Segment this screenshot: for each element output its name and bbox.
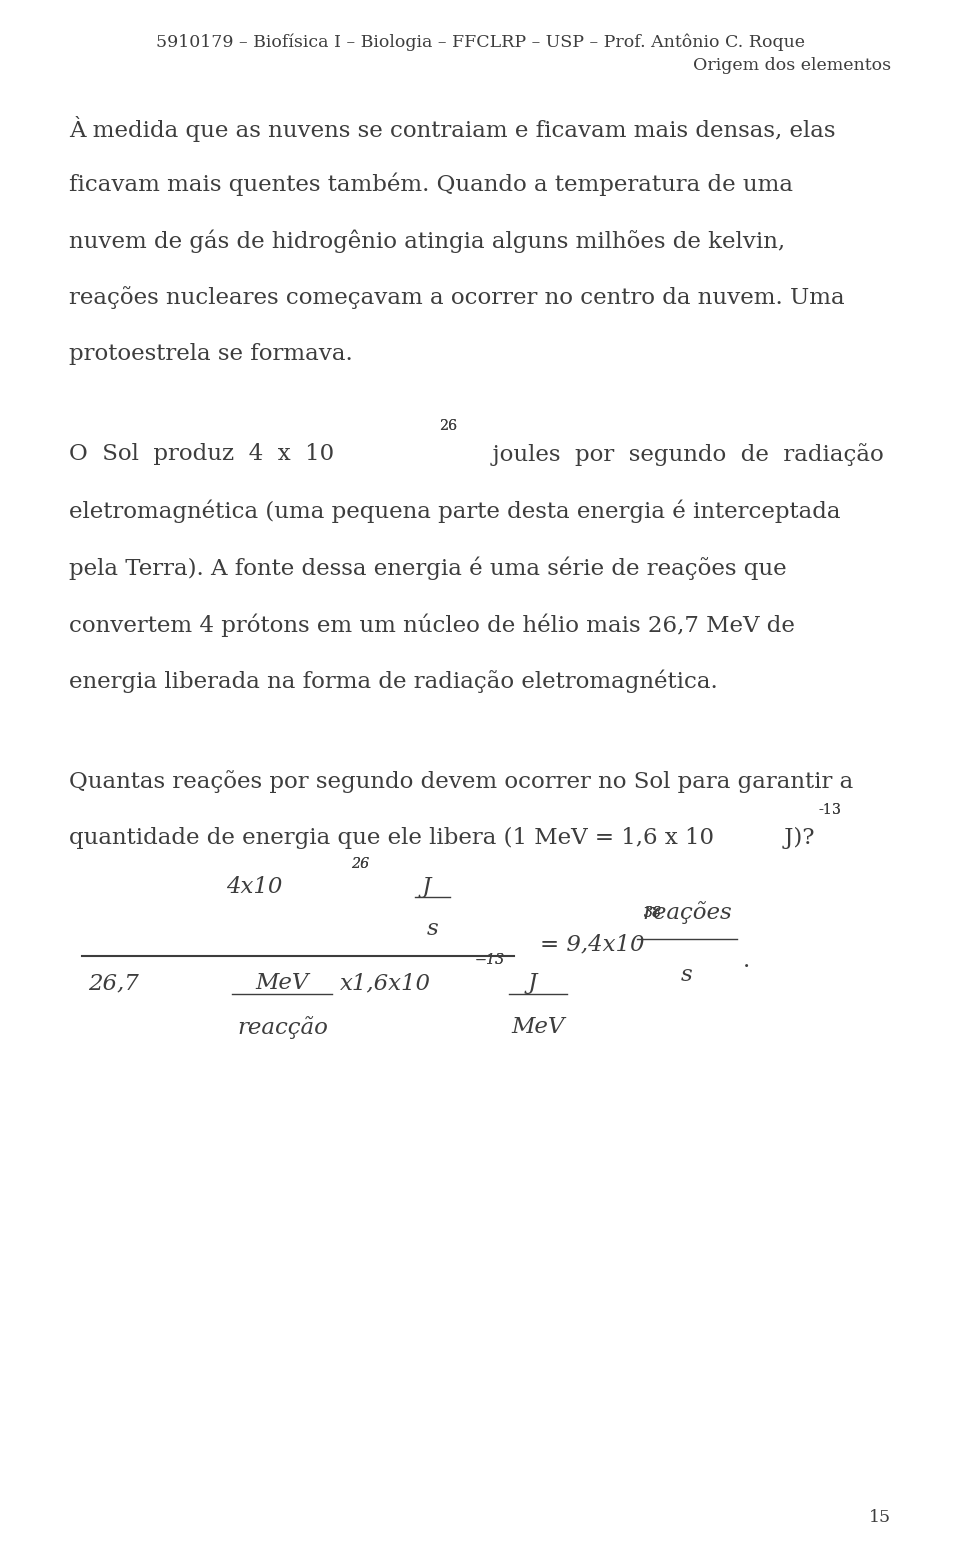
Text: 5910179 – Biofísica I – Biologia – FFCLRP – USP – Prof. Antônio C. Roque: 5910179 – Biofísica I – Biologia – FFCLR… — [156, 33, 804, 51]
Text: eletromagnética (uma pequena parte desta energia é interceptada: eletromagnética (uma pequena parte desta… — [69, 499, 841, 524]
Text: energia liberada na forma de radiação eletromagnética.: energia liberada na forma de radiação el… — [69, 670, 718, 693]
Text: À medida que as nuvens se contraiam e ficavam mais densas, elas: À medida que as nuvens se contraiam e fi… — [69, 117, 835, 141]
Text: .: . — [742, 949, 750, 973]
Text: nuvem de gás de hidrogênio atingia alguns milhões de kelvin,: nuvem de gás de hidrogênio atingia algun… — [69, 228, 785, 253]
Text: pela Terra). A fonte dessa energia é uma série de reações que: pela Terra). A fonte dessa energia é uma… — [69, 556, 787, 580]
Text: s: s — [426, 918, 439, 940]
Text: reações: reações — [642, 901, 732, 925]
Text: reações nucleares começavam a ocorrer no centro da nuvem. Uma: reações nucleares começavam a ocorrer no… — [69, 286, 845, 309]
Text: reacção: reacção — [237, 1016, 327, 1040]
Text: 26: 26 — [351, 856, 370, 872]
Text: Origem dos elementos: Origem dos elementos — [693, 57, 891, 73]
Text: −13: −13 — [474, 953, 505, 968]
Text: 4x10: 4x10 — [226, 875, 282, 898]
Text: -13: -13 — [819, 803, 842, 817]
Text: quantidade de energia que ele libera (1 MeV = 1,6 x 10: quantidade de energia que ele libera (1 … — [69, 827, 714, 848]
Text: J: J — [521, 971, 538, 995]
Text: J: J — [416, 875, 432, 898]
Text: protoestrela se formava.: protoestrela se formava. — [69, 343, 353, 365]
Text: 38: 38 — [643, 906, 661, 920]
Text: convertem 4 prótons em um núcleo de hélio mais 26,7 MeV de: convertem 4 prótons em um núcleo de héli… — [69, 612, 795, 637]
Text: = 9,4x10: = 9,4x10 — [540, 932, 645, 956]
Text: 26: 26 — [439, 420, 457, 434]
Text: 26: 26 — [439, 420, 457, 434]
Text: 15: 15 — [869, 1509, 891, 1526]
Text: 38: 38 — [643, 906, 661, 920]
Text: 26,7: 26,7 — [88, 971, 139, 995]
Text: 26: 26 — [351, 856, 370, 872]
Text: −13: −13 — [474, 953, 505, 968]
Text: J)?: J)? — [778, 827, 815, 848]
Text: joules  por  segundo  de  radiação: joules por segundo de radiação — [478, 443, 884, 466]
Text: O  Sol  produz  4  x  10: O Sol produz 4 x 10 — [69, 443, 334, 465]
Text: s: s — [681, 963, 693, 987]
Text: MeV: MeV — [512, 1016, 564, 1038]
Text: MeV: MeV — [255, 971, 309, 995]
Text: Quantas reações por segundo devem ocorrer no Sol para garantir a: Quantas reações por segundo devem ocorre… — [69, 769, 853, 793]
Text: x1,6x10: x1,6x10 — [340, 971, 431, 995]
Text: -13: -13 — [819, 803, 842, 817]
Text: ficavam mais quentes também. Quando a temperatura de uma: ficavam mais quentes também. Quando a te… — [69, 172, 793, 196]
